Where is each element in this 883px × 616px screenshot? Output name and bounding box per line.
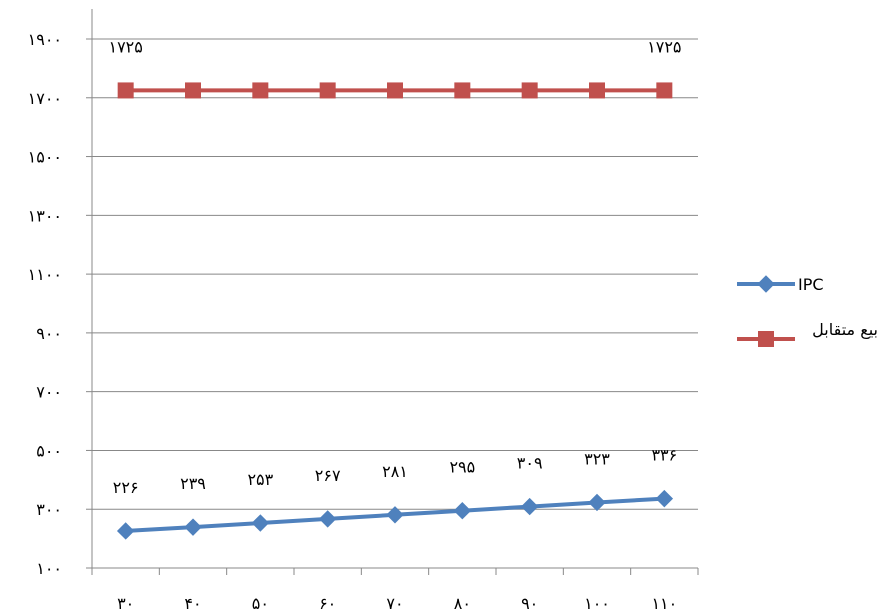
x-tick-label: ۱۱۰ bbox=[651, 594, 677, 613]
buyback-point bbox=[387, 82, 403, 99]
legend-marker-buyback bbox=[758, 331, 774, 347]
data-labels: ۲۲۶ ۲۳۹ ۲۵۳ ۲۶۷ ۲۸۱ ۲۹۵ ۳۰۹ ۳۲۳ ۳۳۶ ۱۷۲۵ ۱۷۲۵ bbox=[108, 37, 681, 497]
legend: IPC بیع متقابل bbox=[737, 275, 878, 347]
y-tick-label: ۱۹۰۰ bbox=[28, 30, 62, 49]
ipc-point bbox=[386, 506, 404, 524]
ipc-point bbox=[588, 493, 606, 512]
gridlines bbox=[92, 38, 698, 510]
x-tick-label: ۹۰ bbox=[521, 594, 538, 613]
series-layer bbox=[116, 82, 674, 540]
legend-label: IPC bbox=[798, 275, 824, 294]
buyback-point bbox=[589, 82, 605, 99]
buyback-point bbox=[117, 82, 134, 99]
ipc-point bbox=[520, 497, 539, 516]
data-label: ۲۸۱ bbox=[382, 462, 408, 481]
x-tick-label: ۳۰ bbox=[117, 594, 134, 613]
y-axis-tick-labels: ۱۰۰ ۳۰۰ ۵۰۰ ۷۰۰ ۹۰۰ ۱۱۰۰ ۱۳۰۰ ۱۵۰۰ ۱۷۰۰ ۱۹۰۰ bbox=[28, 30, 62, 578]
y-tick-label: ۱۳۰۰ bbox=[28, 206, 62, 225]
data-label: ۳۳۶ bbox=[651, 446, 677, 465]
ipc-point bbox=[655, 489, 674, 508]
x-tick-label: ۶۰ bbox=[319, 594, 336, 613]
legend-label: بیع متقابل bbox=[812, 320, 878, 340]
data-label: ۲۵۳ bbox=[247, 470, 273, 489]
buyback-point bbox=[319, 82, 336, 99]
data-label: ۳۰۹ bbox=[517, 454, 543, 473]
ipc-point bbox=[184, 518, 202, 536]
y-tick-label: ۳۰۰ bbox=[36, 500, 62, 519]
buyback-point bbox=[521, 82, 538, 99]
data-label: ۳۲۳ bbox=[584, 449, 610, 468]
data-label: ۲۹۵ bbox=[449, 458, 475, 477]
x-tick-label: ۸۰ bbox=[454, 594, 471, 613]
buyback-point bbox=[454, 82, 471, 99]
data-label: ۱۷۲۵ bbox=[108, 37, 142, 56]
ipc-point bbox=[251, 514, 270, 532]
ipc-point bbox=[318, 510, 337, 528]
x-tick-label: ۱۰۰ bbox=[584, 594, 610, 613]
y-tick-label: ۵۰۰ bbox=[36, 441, 62, 460]
data-label: ۲۶۷ bbox=[315, 466, 341, 485]
ipc-point bbox=[116, 522, 135, 540]
axes bbox=[86, 9, 699, 575]
ipc-point bbox=[453, 501, 472, 520]
data-label: ۱۷۲۵ bbox=[647, 37, 681, 56]
x-tick-label: ۴۰ bbox=[184, 594, 201, 613]
data-label: ۲۲۶ bbox=[113, 478, 139, 497]
y-tick-label: ۱۵۰۰ bbox=[28, 148, 62, 167]
buyback-point bbox=[185, 82, 201, 99]
y-tick-label: ۹۰۰ bbox=[36, 324, 62, 343]
buyback-point bbox=[252, 82, 269, 99]
data-label: ۲۳۹ bbox=[180, 474, 206, 493]
legend-marker-ipc bbox=[757, 275, 775, 293]
y-tick-label: ۱۷۰۰ bbox=[28, 89, 62, 108]
y-tick-label: ۱۱۰۰ bbox=[28, 265, 62, 284]
x-tick-label: ۷۰ bbox=[386, 594, 403, 613]
x-tick-label: ۵۰ bbox=[252, 594, 269, 613]
y-tick-label: ۱۰۰ bbox=[36, 559, 62, 578]
buyback-point bbox=[656, 82, 673, 99]
x-axis-tick-labels: ۳۰ ۴۰ ۵۰ ۶۰ ۷۰ ۸۰ ۹۰ ۱۰۰ ۱۱۰ bbox=[117, 594, 677, 613]
y-tick-label: ۷۰۰ bbox=[36, 383, 62, 402]
